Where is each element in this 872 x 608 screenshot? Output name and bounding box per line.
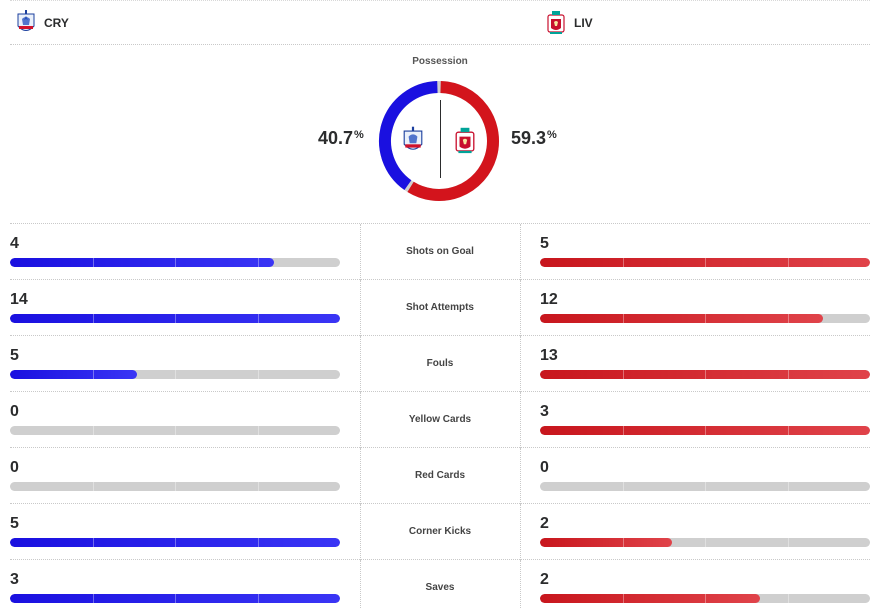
home-stat-bar bbox=[10, 370, 340, 379]
away-stat-bar-fill bbox=[540, 538, 789, 547]
away-stat-value: 12 bbox=[540, 291, 558, 308]
column-divider bbox=[360, 448, 361, 504]
crystal-palace-crest-icon bbox=[402, 126, 424, 156]
home-stat-bar-fill bbox=[10, 594, 340, 603]
away-stat-bar bbox=[540, 426, 870, 435]
home-stat-bar bbox=[10, 426, 340, 435]
away-team-abbr: LIV bbox=[574, 16, 593, 30]
stat-label: Fouls bbox=[426, 358, 454, 369]
home-stat-value: 5 bbox=[10, 347, 19, 364]
home-stat-bar-fill bbox=[10, 314, 340, 323]
home-stat-value: 3 bbox=[10, 571, 19, 588]
home-stat-bar bbox=[10, 482, 340, 491]
stat-label: Saves bbox=[425, 582, 455, 593]
away-stat-bar-fill bbox=[540, 370, 870, 379]
home-stat-value: 0 bbox=[10, 403, 19, 420]
column-divider bbox=[520, 560, 521, 608]
away-possession-value: 59.3% bbox=[511, 128, 557, 148]
stat-row: 3 Saves 2 bbox=[10, 559, 870, 608]
match-header: CRY LIV bbox=[10, 0, 870, 45]
home-stat-bar bbox=[10, 314, 340, 323]
away-stat-value: 2 bbox=[540, 571, 549, 588]
column-divider bbox=[520, 448, 521, 504]
away-stat-bar bbox=[540, 482, 870, 491]
home-stat-bar-fill bbox=[10, 258, 274, 267]
stat-label: Red Cards bbox=[414, 470, 465, 481]
stat-row: 4 Shots on Goal 5 bbox=[10, 223, 870, 280]
possession-title: Possession bbox=[412, 56, 468, 67]
column-divider bbox=[360, 224, 361, 280]
liverpool-crest-icon bbox=[454, 126, 476, 156]
away-stat-bar-fill bbox=[540, 426, 870, 435]
crystal-palace-crest-icon bbox=[16, 10, 36, 36]
column-divider bbox=[520, 336, 521, 392]
home-stat-bar bbox=[10, 258, 340, 267]
possession-donut bbox=[378, 80, 500, 202]
column-divider bbox=[360, 336, 361, 392]
away-stat-bar-fill bbox=[540, 594, 789, 603]
column-divider bbox=[360, 504, 361, 560]
away-stat-bar bbox=[540, 258, 870, 267]
column-divider bbox=[520, 392, 521, 448]
stat-row: 5 Corner Kicks 2 bbox=[10, 503, 870, 560]
away-stat-bar bbox=[540, 594, 870, 603]
possession-arc-home bbox=[379, 81, 438, 191]
stat-label: Shot Attempts bbox=[406, 302, 474, 313]
home-stat-bar-fill bbox=[10, 538, 340, 547]
team-stats-list: 4 Shots on Goal 5 14 Shot Attempts 12 5 … bbox=[10, 223, 870, 608]
away-stat-value: 0 bbox=[540, 459, 549, 476]
column-divider bbox=[520, 280, 521, 336]
away-stat-bar bbox=[540, 314, 870, 323]
possession-arc-away bbox=[407, 81, 499, 201]
column-divider bbox=[360, 392, 361, 448]
possession-divider bbox=[440, 100, 441, 178]
stat-label: Yellow Cards bbox=[408, 414, 472, 425]
home-stat-value: 4 bbox=[10, 235, 19, 252]
stat-row: 0 Yellow Cards 3 bbox=[10, 391, 870, 448]
home-stat-value: 14 bbox=[10, 291, 28, 308]
away-stat-value: 2 bbox=[540, 515, 549, 532]
column-divider bbox=[520, 224, 521, 280]
away-stat-bar-fill bbox=[540, 314, 823, 323]
away-stat-value: 13 bbox=[540, 347, 558, 364]
stat-row: 14 Shot Attempts 12 bbox=[10, 279, 870, 336]
column-divider bbox=[360, 280, 361, 336]
column-divider bbox=[360, 560, 361, 608]
home-stat-bar bbox=[10, 538, 340, 547]
stat-label: Corner Kicks bbox=[408, 526, 472, 537]
home-team-abbr: CRY bbox=[44, 16, 69, 30]
liverpool-crest-icon bbox=[546, 10, 566, 36]
stat-label: Shots on Goal bbox=[406, 246, 474, 257]
home-stat-bar-fill bbox=[10, 370, 259, 379]
away-stat-value: 3 bbox=[540, 403, 549, 420]
away-stat-bar bbox=[540, 370, 870, 379]
home-stat-value: 5 bbox=[10, 515, 19, 532]
away-stat-bar-fill bbox=[540, 258, 870, 267]
stat-row: 5 Fouls 13 bbox=[10, 335, 870, 392]
home-stat-bar bbox=[10, 594, 340, 603]
home-team-header[interactable]: CRY bbox=[16, 10, 69, 36]
away-team-header[interactable]: LIV bbox=[546, 10, 593, 36]
column-divider bbox=[520, 504, 521, 560]
stat-row: 0 Red Cards 0 bbox=[10, 447, 870, 504]
home-possession-value: 40.7% bbox=[318, 128, 364, 148]
away-stat-bar bbox=[540, 538, 870, 547]
away-stat-value: 5 bbox=[540, 235, 549, 252]
home-stat-value: 0 bbox=[10, 459, 19, 476]
